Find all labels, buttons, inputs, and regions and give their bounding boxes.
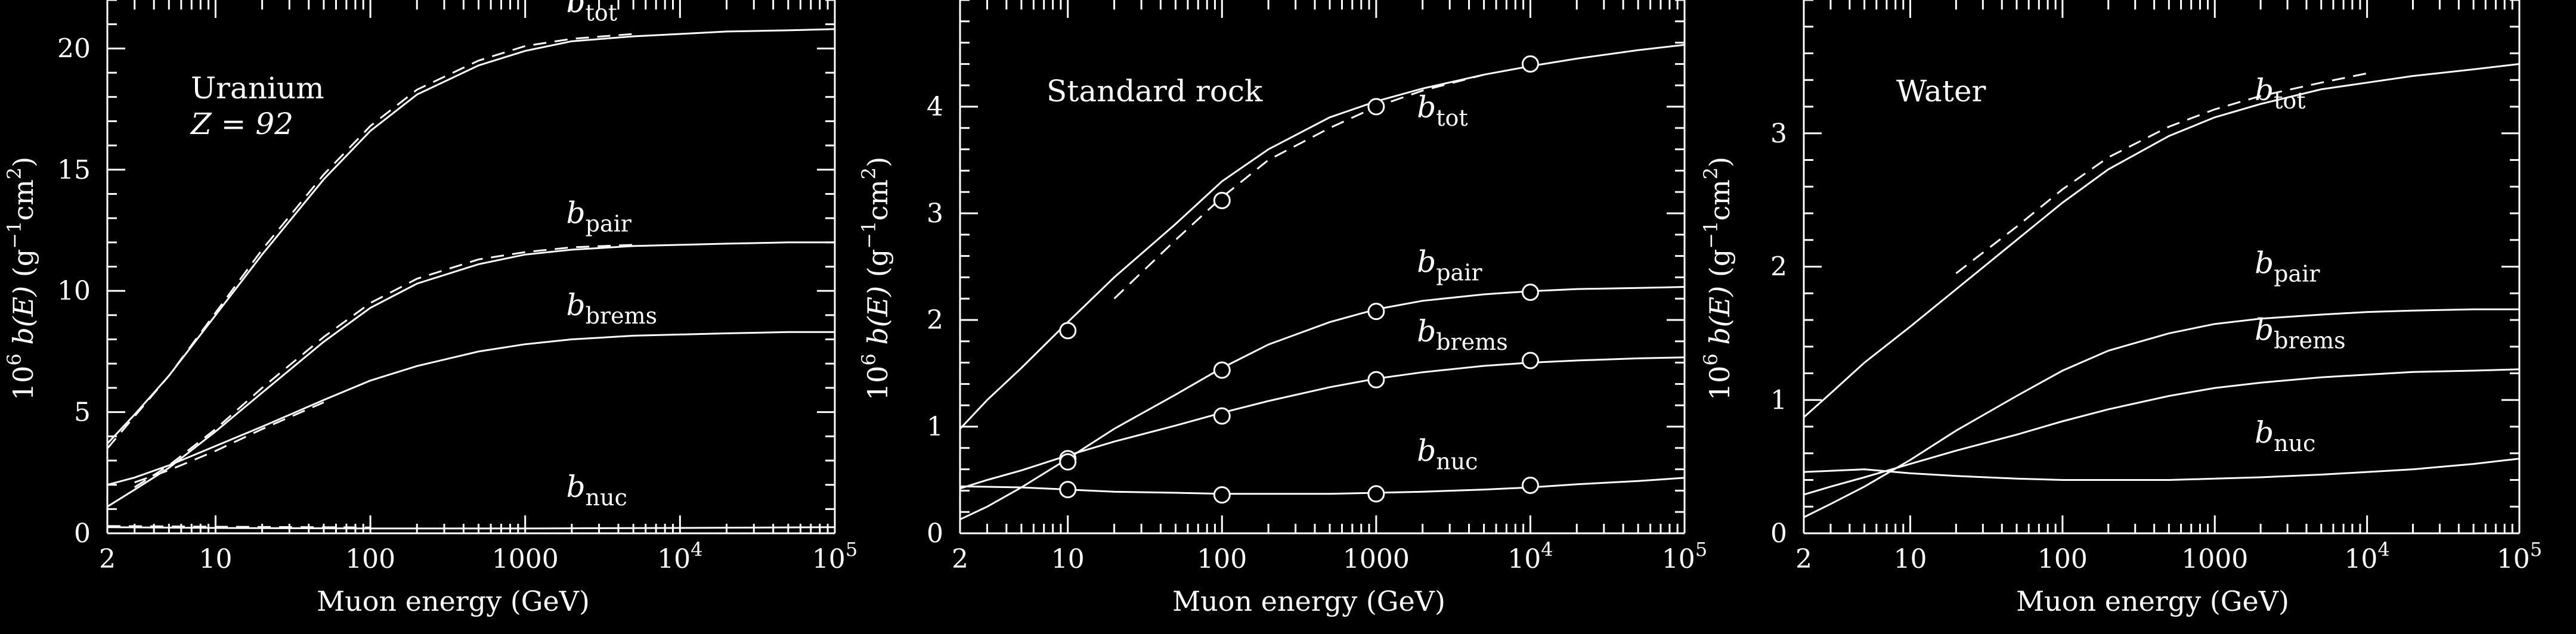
marker-b-pair — [1213, 361, 1231, 379]
marker-b-brems — [1059, 453, 1077, 471]
marker-b-brems — [1367, 371, 1385, 389]
y-tick-label: 1 — [1770, 385, 1787, 415]
x-tick-label: 1000 — [2181, 544, 2248, 574]
marker-b-nuc — [1521, 476, 1539, 494]
panel-title: Uranium — [191, 71, 324, 105]
series-label-brems: bbrems — [2255, 313, 2346, 354]
marker-b-nuc — [1367, 485, 1385, 503]
x-tick-label: 2 — [1795, 544, 1812, 574]
series-b-pair-dashed — [134, 244, 634, 488]
x-tick-label: 104 — [657, 538, 702, 574]
x-tick-label: 10 — [199, 544, 232, 574]
y-tick-label: 20 — [57, 33, 91, 64]
series-b-tot-solid — [1803, 63, 2520, 418]
series-b-nuc-solid — [959, 477, 1685, 495]
series-label-tot: btot — [1417, 90, 1467, 131]
series-b-tot-dashed — [106, 33, 634, 449]
x-tick-label: 105 — [2497, 538, 2542, 574]
series-b-tot-solid — [959, 43, 1685, 430]
x-tick-label: 1000 — [1343, 544, 1410, 574]
marker-b-tot — [1367, 98, 1385, 116]
x-axis-label: Muon energy (GeV) — [317, 585, 590, 617]
x-axis-label: Muon energy (GeV) — [1172, 585, 1445, 617]
x-tick-label: 100 — [2038, 544, 2088, 574]
y-tick-label: 1 — [927, 412, 943, 442]
marker-b-tot — [1521, 55, 1539, 73]
series-label-tot: btot — [2255, 73, 2305, 114]
x-tick-label: 1000 — [492, 544, 559, 574]
series-b-brems-solid — [107, 331, 835, 486]
series-b-nuc-solid — [107, 526, 835, 530]
y-tick-label: 0 — [927, 518, 943, 549]
series-b-pair-solid — [107, 241, 835, 508]
y-tick-label: 15 — [57, 155, 91, 185]
x-tick-label: 10 — [1893, 544, 1927, 574]
panel-title: Standard rock — [1046, 74, 1263, 108]
series-label-tot: btot — [566, 0, 617, 26]
y-tick-label: 0 — [1770, 518, 1787, 549]
y-tick-label: 10 — [57, 276, 91, 306]
marker-b-nuc — [1059, 481, 1077, 499]
series-label-pair: bpair — [2255, 246, 2320, 287]
y-tick-label: 0 — [74, 518, 91, 549]
panel-standard-rock: Standard rock Muon energy (GeV) 2 10 100 10… — [857, 0, 1707, 617]
series-b-pair-solid — [959, 286, 1685, 521]
panel-water: Water Muon energy (GeV) 2 10 100 1000 104 105… — [1699, 0, 2542, 617]
series-b-brems-solid — [1803, 368, 2520, 496]
y-tick-label: 3 — [1770, 119, 1787, 149]
marker-b-tot — [1213, 192, 1231, 210]
x-tick-label: 100 — [345, 544, 395, 574]
series-label-nuc: bnuc — [566, 470, 627, 511]
y-tick-label: 3 — [927, 198, 943, 229]
marker-b-tot — [1059, 322, 1077, 340]
x-tick-label: 105 — [1662, 538, 1707, 574]
x-tick-label: 104 — [2344, 538, 2389, 574]
series-label-pair: bpair — [1417, 244, 1482, 285]
marker-b-brems — [1521, 352, 1539, 369]
panel-uranium: Uranium Z = 92 Muon energy (GeV) 2 10 100 1… — [3, 0, 857, 617]
series-b-brems-dashed — [134, 401, 324, 484]
marker-b-pair — [1521, 283, 1539, 301]
series-b-tot-dashed — [1113, 73, 1484, 300]
y-axis-label: 106 b(E) (g−1cm2) — [3, 157, 39, 400]
panel-subtitle: Z = 92 — [190, 107, 293, 141]
y-tick-label: 4 — [927, 92, 943, 122]
series-label-brems: bbrems — [1417, 314, 1508, 355]
marker-b-nuc — [1213, 486, 1231, 504]
series-b-pair-solid — [1803, 308, 2519, 518]
y-tick-label: 2 — [1770, 252, 1787, 282]
x-axis-label: Muon energy (GeV) — [2016, 585, 2289, 617]
x-tick-label: 100 — [1197, 544, 1247, 574]
series-label-nuc: bnuc — [1417, 433, 1478, 474]
series-b-nuc-solid — [1803, 458, 2520, 481]
x-tick-label: 105 — [812, 538, 857, 574]
x-tick-label: 2 — [99, 544, 116, 574]
marker-b-brems — [1213, 407, 1231, 425]
series-label-brems: bbrems — [566, 288, 658, 329]
marker-b-pair — [1367, 303, 1385, 321]
series-label-nuc: bnuc — [2255, 415, 2315, 456]
y-axis-label: 106 b(E) (g−1cm2) — [1699, 157, 1736, 400]
series-label-pair: bpair — [566, 195, 632, 237]
series-b-tot-dashed — [1955, 72, 2367, 274]
x-tick-label: 104 — [1507, 538, 1553, 574]
x-tick-label: 2 — [952, 544, 968, 574]
y-tick-label: 2 — [927, 305, 943, 335]
series-b-nuc-dashed — [107, 525, 371, 529]
series-b-brems-solid — [959, 356, 1685, 490]
y-axis-label: 106 b(E) (g−1cm2) — [857, 157, 894, 400]
y-tick-label: 5 — [74, 397, 91, 428]
x-tick-label: 10 — [1051, 544, 1085, 574]
panel-title: Water — [1896, 74, 1986, 108]
